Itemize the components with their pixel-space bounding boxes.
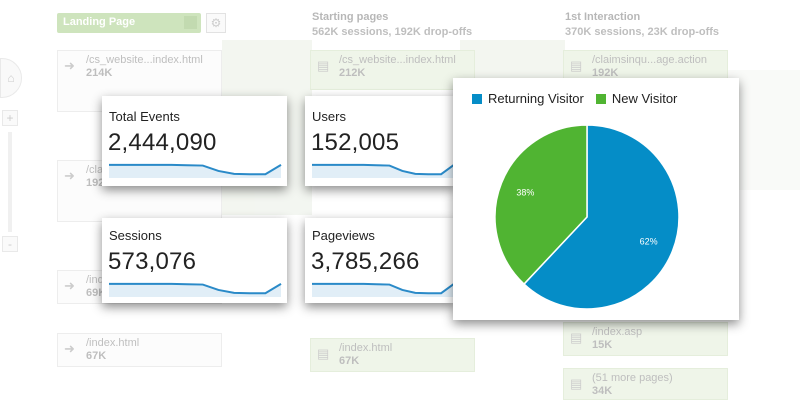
metric-card-users: Users 152,005 — [305, 96, 455, 186]
sparkline-line — [312, 282, 455, 295]
legend-swatch — [472, 93, 482, 104]
node-count: 67K — [86, 350, 107, 362]
sparkline — [109, 163, 282, 178]
column-subtitle: 370K sessions, 23K drop-offs — [565, 26, 720, 38]
metric-label: Pageviews — [312, 228, 375, 243]
arrow-right-icon: ➜ — [64, 168, 75, 183]
node-path: /index.asp — [592, 326, 643, 338]
page-icon: ▤ — [570, 376, 583, 391]
node-count: 69K — [86, 287, 107, 299]
node-path: /claimsinqu...age.action — [592, 54, 707, 66]
sparkline-area — [312, 283, 454, 297]
chart-legend: Returning Visitor New Visitor — [472, 91, 689, 106]
metric-value: 3,785,266 — [311, 248, 420, 275]
column-title: 1st Interaction — [565, 11, 641, 23]
sparkline — [109, 282, 282, 297]
metric-label: Users — [312, 109, 346, 124]
starting-node[interactable]: ▤ /index.html 67K — [310, 338, 475, 372]
chevron-down-icon — [184, 16, 197, 29]
node-count: 192K — [592, 67, 619, 79]
node-count: 34K — [592, 385, 613, 397]
node-count: 67K — [339, 355, 360, 367]
landing-node[interactable]: ➜ /index.html 67K — [57, 333, 222, 367]
node-path: (51 more pages) — [592, 372, 673, 384]
node-path: /cs_website...index.html — [339, 54, 456, 66]
starting-node[interactable]: ▤ /cs_website...index.html 212K — [310, 50, 475, 90]
metric-value: 2,444,090 — [108, 129, 217, 156]
metric-value: 152,005 — [311, 129, 400, 156]
column-subtitle: 562K sessions, 192K drop-offs — [312, 26, 473, 38]
column-header-starting-pages: Starting pages 562K sessions, 192K drop-… — [312, 10, 472, 40]
metric-label: Sessions — [109, 228, 162, 243]
landing-page-select-label: Landing Page — [63, 16, 136, 28]
legend-item-returning[interactable]: Returning Visitor — [472, 91, 584, 106]
node-path: /index.html — [339, 342, 393, 354]
column-title: Starting pages — [312, 11, 389, 23]
page-icon: ▤ — [570, 330, 583, 345]
page-icon: ▤ — [317, 58, 330, 73]
sparkline-line — [109, 163, 282, 176]
legend-label: Returning Visitor — [488, 91, 584, 106]
metric-card-sessions: Sessions 573,076 — [102, 218, 287, 303]
pie-slice-label: 62% — [640, 236, 658, 246]
home-icon[interactable]: ⌂ — [0, 58, 22, 98]
node-count: 192 — [86, 177, 105, 189]
arrow-right-icon: ➜ — [64, 58, 75, 73]
sparkline-line — [312, 163, 455, 176]
metric-card-total-events: Total Events 2,444,090 — [102, 96, 287, 186]
pie-slice-new-visitor[interactable] — [494, 124, 588, 286]
sparkline — [312, 163, 455, 178]
gear-icon[interactable]: ⚙ — [206, 13, 226, 33]
zoom-controls: ⌂ + - — [0, 58, 24, 318]
node-path: /ind — [86, 274, 104, 286]
column-header-1st-interaction: 1st Interaction 370K sessions, 23K drop-… — [565, 10, 719, 40]
pie-slice-returning-visitor[interactable] — [522, 124, 680, 310]
interaction-node[interactable]: ▤ (51 more pages) 34K — [563, 368, 728, 400]
sparkline-area — [312, 164, 454, 178]
metric-value: 573,076 — [108, 248, 197, 275]
legend-item-new[interactable]: New Visitor — [595, 91, 678, 106]
metric-label: Total Events — [109, 109, 180, 124]
node-count: 15K — [592, 339, 613, 351]
arrow-right-icon: ➜ — [64, 341, 75, 356]
page-icon: ▤ — [570, 58, 583, 73]
node-path: /cla — [86, 164, 104, 176]
zoom-in-button[interactable]: + — [2, 110, 18, 126]
landing-page-select[interactable]: Landing Page — [57, 13, 201, 33]
sparkline-area — [109, 283, 281, 297]
legend-swatch — [595, 93, 606, 104]
sparkline-area — [109, 164, 281, 178]
pie-slice-label: 38% — [516, 188, 534, 198]
metric-card-pageviews: Pageviews 3,785,266 — [305, 218, 455, 303]
node-count: 214K — [86, 67, 113, 79]
node-path: /index.html — [86, 337, 140, 349]
arrow-right-icon: ➜ — [64, 278, 75, 293]
sparkline — [312, 282, 455, 297]
sparkline-line — [109, 282, 282, 295]
zoom-out-button[interactable]: - — [2, 236, 18, 252]
legend-label: New Visitor — [611, 91, 678, 106]
page-icon: ▤ — [317, 346, 330, 361]
pie-chart: 62% 38% — [494, 124, 680, 310]
node-path: /cs_website...index.html — [86, 54, 203, 66]
node-count: 212K — [339, 67, 366, 79]
interaction-node[interactable]: ▤ /index.asp 15K — [563, 322, 728, 356]
zoom-slider[interactable] — [8, 132, 12, 232]
